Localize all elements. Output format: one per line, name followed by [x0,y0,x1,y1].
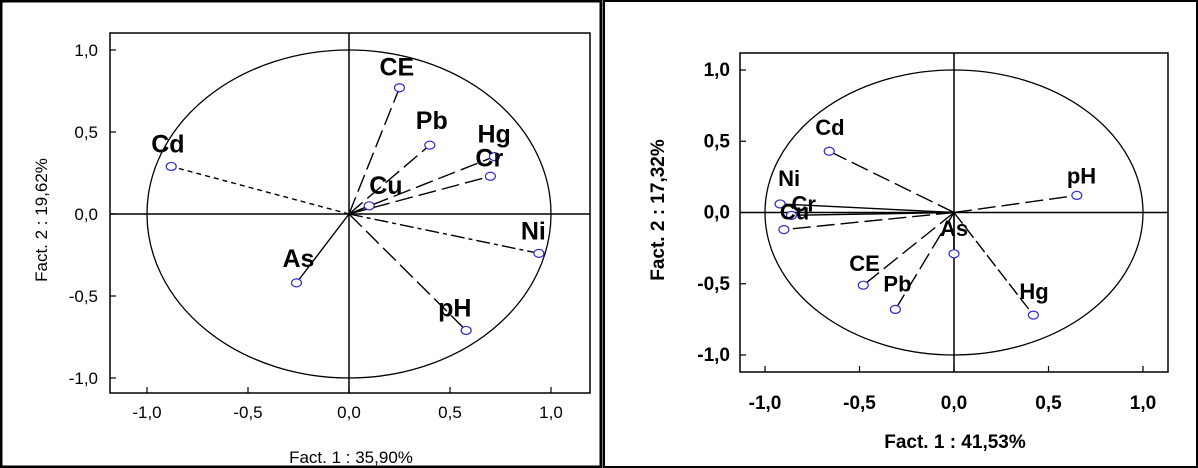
vector-ph [348,213,467,331]
point-hg [488,152,501,162]
point-cu [778,225,790,235]
vector-cr [791,211,955,217]
point-label-cu: Cu [780,200,809,225]
y-tick-label: -0,5 [697,274,730,295]
point-ni [774,199,786,209]
point-as [948,249,960,259]
y-axis-label: Fact. 2 : 19,62% [32,158,51,282]
point-label-hg: Hg [1019,279,1048,304]
x-tick-label: 0,5 [438,403,462,422]
point-cr [785,210,798,220]
point-label-cu: Cu [369,172,402,200]
point-as [290,278,303,288]
x-tick-label: -1,0 [132,403,161,422]
point-label-pb: Pb [883,271,911,296]
x-tick-label: -0,5 [233,403,262,422]
point-label-ph: pH [438,294,471,322]
x-axis-label: Fact. 1 : 41,53% [884,432,1026,453]
y-tick-label: 0,0 [74,205,98,224]
y-tick-label: -0,5 [69,287,98,306]
point-label-cr: Cr [475,144,503,172]
point-pb [424,140,436,150]
point-cd [823,146,835,156]
point-label-ce: CE [380,54,415,82]
point-label-hg: Hg [477,121,510,149]
point-label-ni: Ni [521,217,546,245]
y-tick-label: -1,0 [697,345,730,366]
vector-cu [783,211,955,231]
vector-pb [894,212,955,310]
point-ni [533,248,545,258]
vector-ni [780,203,955,214]
point-ce [857,280,869,290]
vector-hg [953,212,1034,316]
panel-frame [0,0,603,468]
x-tick-label: -0,5 [843,393,876,414]
point-label-cr: Cr [791,191,816,216]
point-cr [484,171,496,181]
vector-cd [171,165,350,215]
vector-ce [348,87,401,215]
x-tick-label: 0,0 [337,403,361,422]
point-label-as: As [282,245,314,273]
point-cd [165,161,177,172]
y-tick-label: 0,0 [704,203,730,224]
point-label-cd: Cd [815,115,844,140]
x-tick-label: 0,0 [941,393,967,414]
panel-frame [603,0,1198,468]
y-tick-label: 1,0 [704,60,730,81]
plot-area [109,32,591,394]
vector-ce [862,211,955,286]
x-tick-label: 1,0 [539,403,563,422]
point-cu [363,201,375,211]
x-tick-label: 1,0 [1130,393,1156,414]
vector-pb [348,144,431,215]
x-axis-label: Fact. 1 : 35,90% [289,448,413,467]
point-label-cd: Cd [151,130,184,158]
point-ph [1071,190,1083,200]
y-tick-label: 0,5 [74,123,98,142]
point-ce [393,83,406,93]
chart-panel-1: -1,0 -0,5 0,0 0,5 1,0 1,0 0,5 0,0 -0,5 -1,0 Fact. … [0,0,603,468]
y-tick-label: 1,0 [74,41,98,60]
point-label-pb: Pb [416,107,448,135]
y-tick-label: -1,0 [69,369,98,388]
point-label-ph: pH [1067,163,1096,188]
vector-as [295,213,350,284]
point-ph [460,325,472,336]
vector-ph [953,194,1077,214]
point-hg [1027,310,1039,320]
y-axis-label: Fact. 2 : 17,32% [648,139,669,281]
vector-ni [348,213,540,255]
point-pb [889,304,902,314]
point-label-ce: CE [849,251,880,276]
x-tick-label: 0,5 [1035,393,1062,414]
y-tick-label: 0,5 [704,131,731,152]
point-label-ni: Ni [778,166,800,191]
vector-cd [828,150,955,214]
chart-panel-2: -1,0 -0,5 0,0 0,5 1,0 1,0 0,5 0,0 -0,5 -1,0 Fact. … [603,0,1198,468]
x-tick-label: -1,0 [749,393,782,414]
